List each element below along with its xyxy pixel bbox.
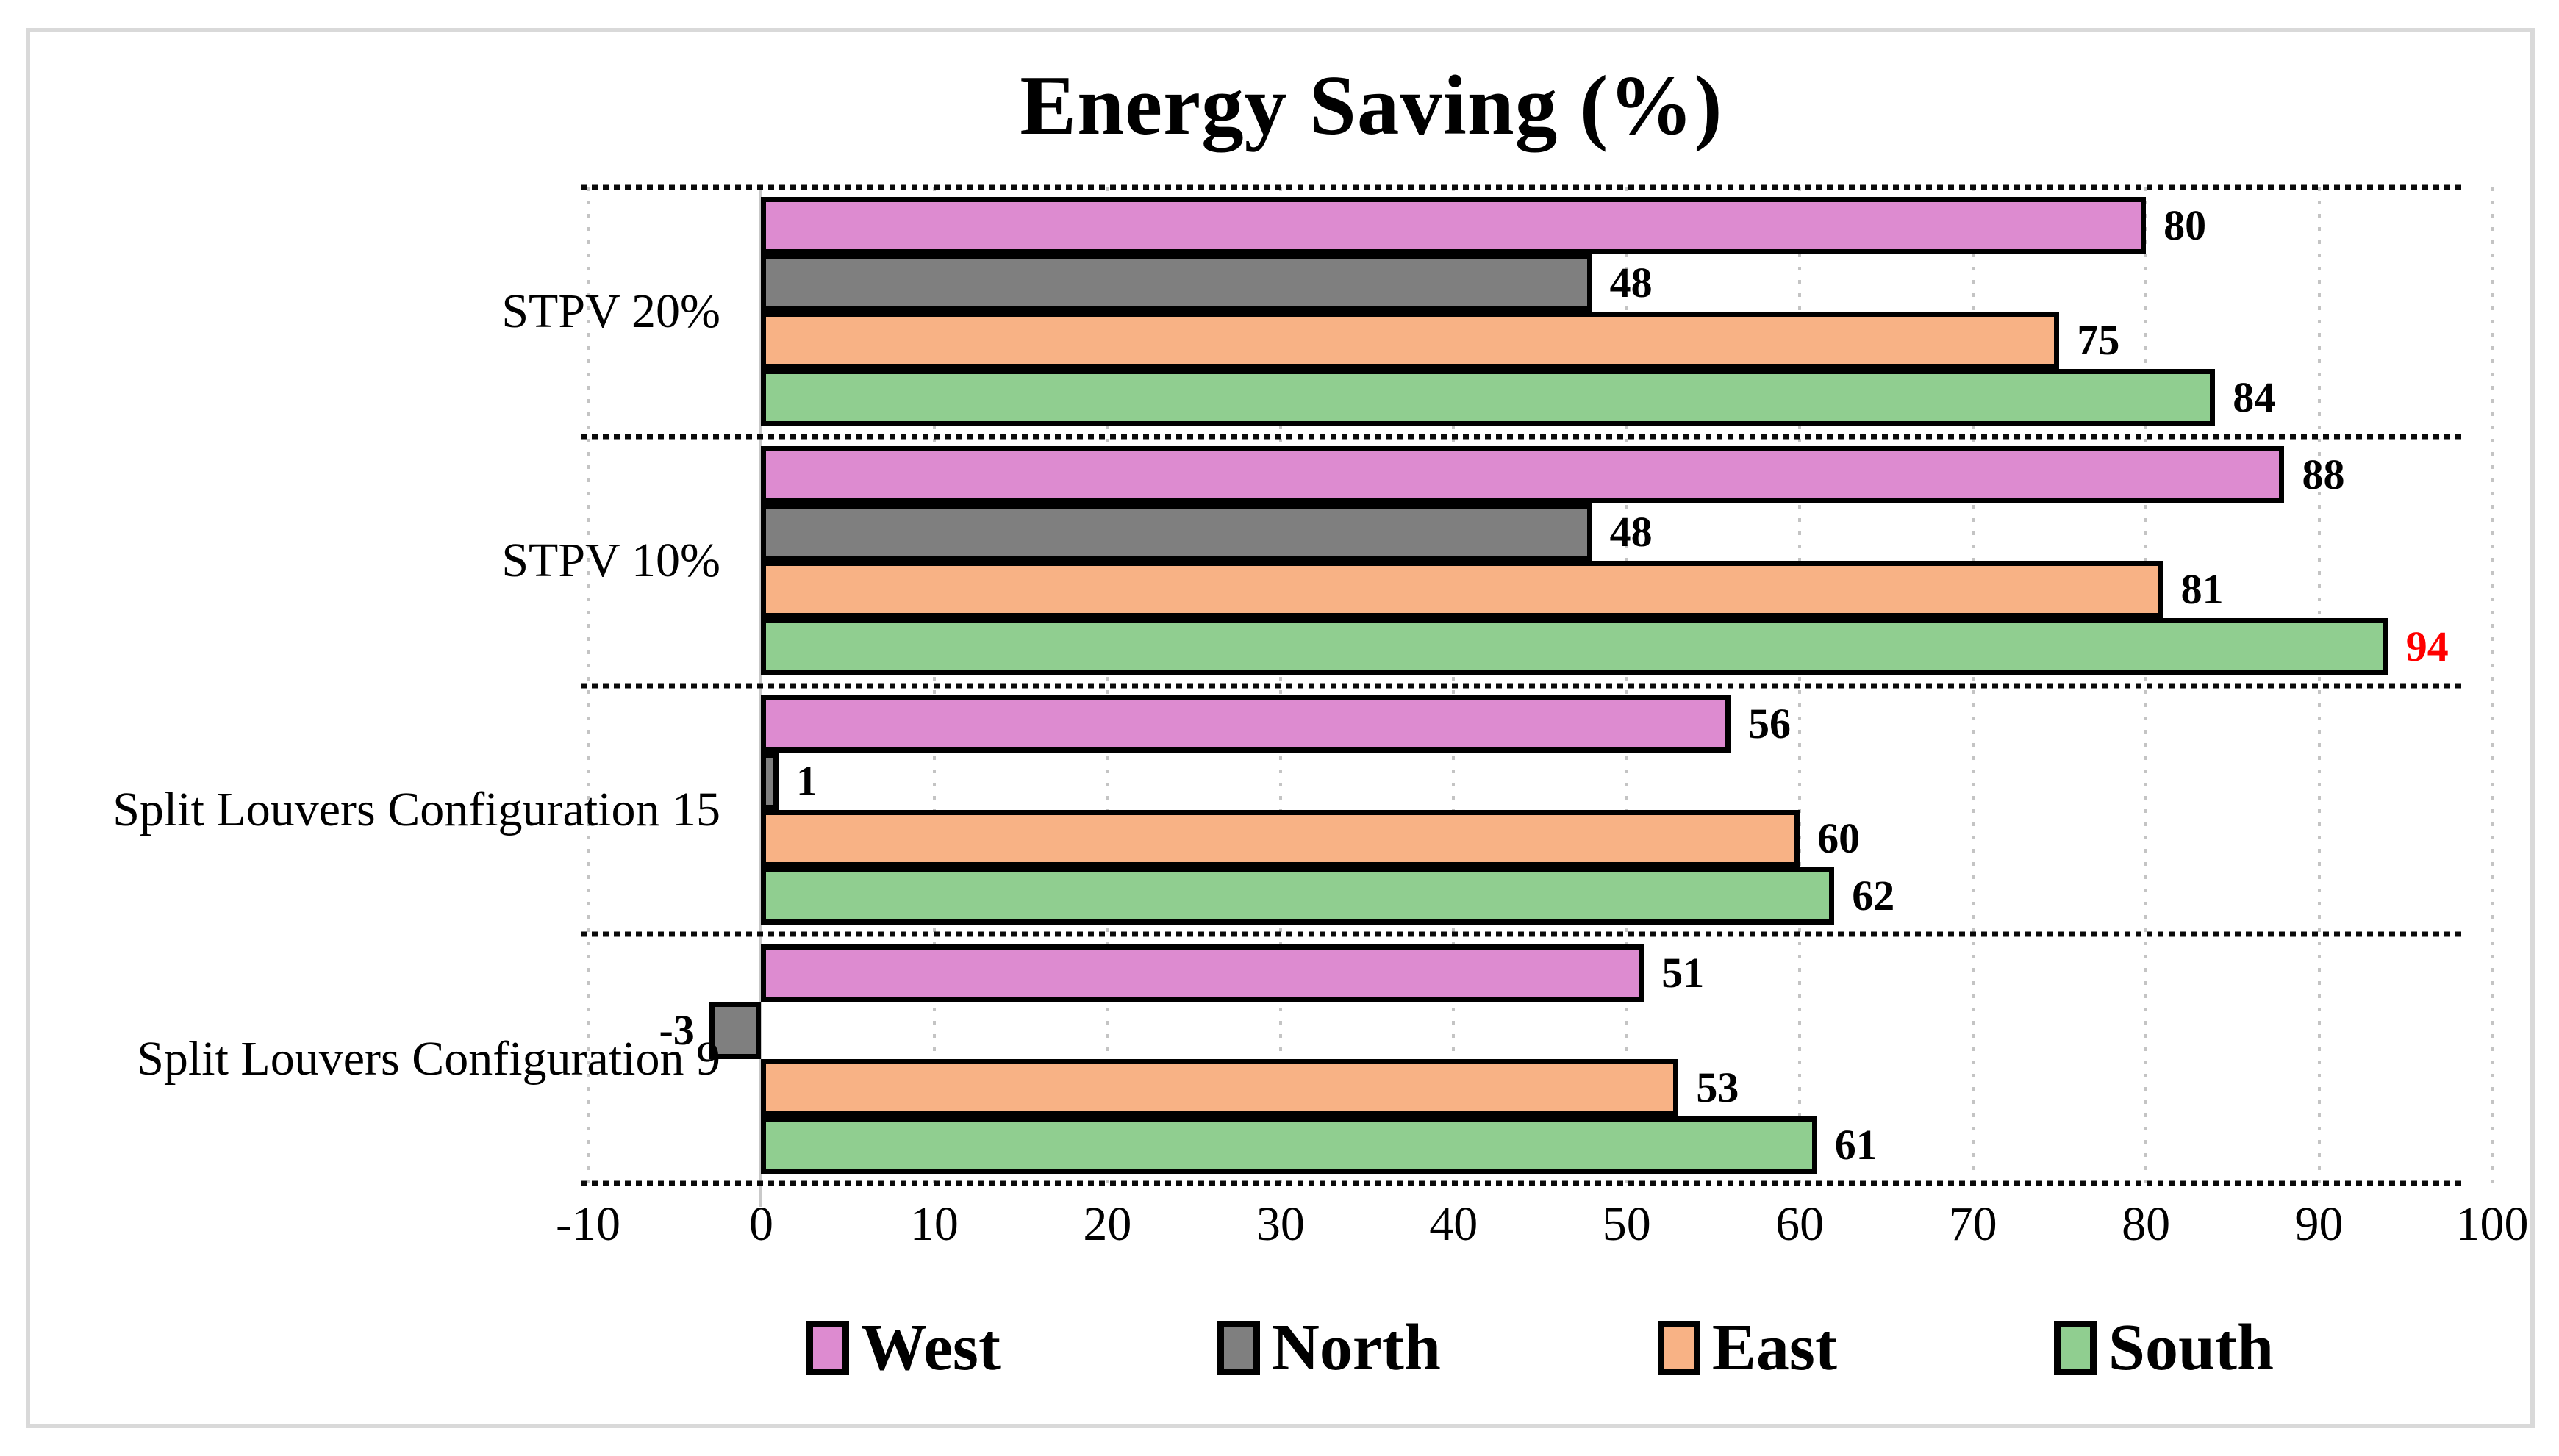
bar	[761, 369, 2216, 427]
bar	[761, 446, 2285, 504]
separator-line	[581, 434, 2461, 440]
legend-swatch	[2053, 1320, 2097, 1375]
bar	[761, 944, 1644, 1002]
tick-label: 80	[2122, 1197, 2171, 1251]
bar	[761, 752, 779, 810]
tick-label: 60	[1775, 1197, 1825, 1251]
tick-label: 40	[1429, 1197, 1478, 1251]
bar-group: 80 48 75 84	[588, 187, 2492, 437]
tick-label: 20	[1083, 1197, 1132, 1251]
bar-group: 51 -3 53 61	[588, 934, 2492, 1183]
bar-label: 48	[1609, 259, 1653, 307]
bar-label: 94	[2405, 623, 2449, 671]
bar-label: 56	[1748, 699, 1791, 747]
tick-label: 100	[2455, 1197, 2529, 1251]
bar-label: 48	[1609, 508, 1653, 556]
bar	[761, 197, 2147, 255]
bar	[761, 561, 2163, 619]
bar-label: 62	[1852, 871, 1895, 919]
tick-label: -10	[556, 1197, 620, 1251]
bar-group: 88 48 81 94	[588, 437, 2492, 686]
legend-label: West	[860, 1311, 1001, 1384]
bar	[761, 503, 1592, 562]
bar	[709, 1001, 762, 1059]
separator-line	[581, 184, 2461, 190]
bar	[761, 1058, 1679, 1116]
legend-label: East	[1711, 1311, 1837, 1384]
tick-label: 90	[2294, 1197, 2344, 1251]
plot-area: 80 48 75 84 88 48 81 94 56 1 60 62 51 -3 53 61	[581, 184, 2494, 1207]
tick-label: 70	[1948, 1197, 1997, 1251]
chart-title: Energy Saving (%)	[1020, 59, 1723, 152]
legend-swatch	[806, 1320, 849, 1375]
category-label: Split Louvers Configuration 15	[112, 782, 720, 836]
category-axis: STPV 20% STPV 10% Split Louvers Configurat…	[29, 187, 720, 1183]
bar	[761, 254, 1592, 312]
x-axis-tick-labels: -10 0 10 20 30 40 50 60 70 80 90 100	[556, 1197, 2528, 1263]
legend-item: West	[806, 1310, 1001, 1385]
bar-label: 88	[2302, 451, 2345, 499]
bar-label: 84	[2233, 373, 2276, 422]
legend-item: South	[2053, 1310, 2275, 1385]
separator-line	[581, 1180, 2461, 1186]
bar-label: 61	[1834, 1120, 1878, 1169]
bar	[761, 1116, 1817, 1174]
bar	[761, 867, 1835, 925]
bar	[761, 618, 2388, 676]
tick-label: 50	[1602, 1197, 1651, 1251]
bar-label: 53	[1696, 1063, 1739, 1111]
bar	[761, 695, 1731, 753]
legend-item: East	[1657, 1310, 1837, 1385]
category-label: STPV 10%	[501, 534, 720, 588]
tick-label: 10	[909, 1197, 959, 1251]
legend-item: North	[1217, 1310, 1441, 1385]
figure-border	[26, 28, 2535, 1428]
bar-label: 75	[2077, 316, 2120, 365]
separator-line	[581, 931, 2461, 937]
bar-label: 81	[2180, 565, 2224, 614]
tick-label: 30	[1256, 1197, 1305, 1251]
bar	[761, 809, 1800, 867]
bar-label: 80	[2163, 201, 2207, 250]
legend-label: South	[2108, 1311, 2275, 1384]
bar-label: -3	[659, 1005, 695, 1054]
separator-line	[581, 683, 2461, 688]
bar	[761, 312, 2060, 370]
legend-swatch	[1657, 1320, 1700, 1375]
legend: West North East South	[588, 1310, 2492, 1385]
bar-label: 51	[1661, 948, 1705, 997]
bar-group: 56 1 60 62	[588, 686, 2492, 935]
vertical-gridline	[2491, 187, 2494, 1183]
category-label: STPV 20%	[501, 284, 720, 339]
legend-swatch	[1217, 1320, 1260, 1375]
bar-label: 60	[1817, 814, 1861, 862]
bar-label: 1	[796, 756, 817, 805]
legend-label: North	[1271, 1311, 1441, 1384]
category-label: Split Louvers Configuration 9	[137, 1031, 720, 1086]
